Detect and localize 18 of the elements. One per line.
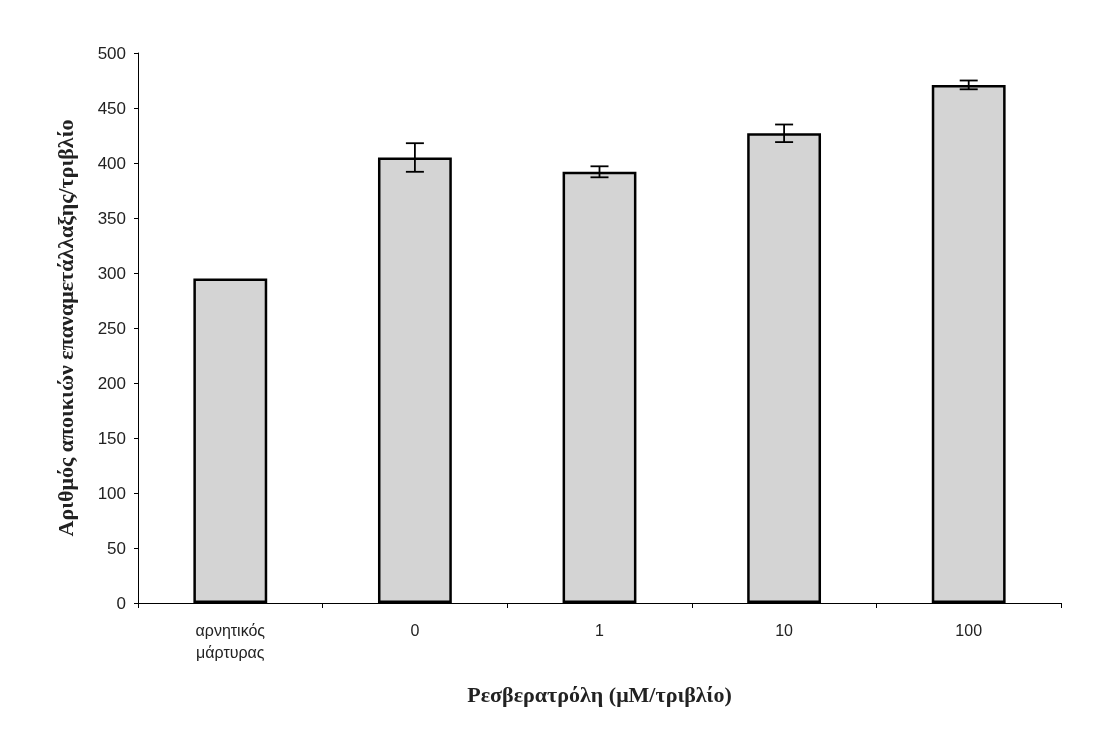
y-tick-label: 100 — [97, 483, 126, 503]
y-axis-title: Αριθμός αποικιών επαναμετάλλαξης/τριβλίο — [52, 119, 78, 537]
y-tick-label: 250 — [97, 318, 126, 338]
y-tick-label: 50 — [107, 538, 126, 558]
x-tick-label: 10 — [775, 621, 794, 639]
y-tick-label: 150 — [97, 428, 126, 448]
x-tick-label: 0 — [410, 621, 420, 639]
y-tick-label: 200 — [97, 373, 126, 393]
y-tick-label: 350 — [97, 208, 126, 228]
y-tick-label: 400 — [97, 153, 126, 173]
x-tick-label: αρνητικός μάρτυρας — [195, 621, 266, 661]
x-tick-label: 100 — [955, 621, 983, 639]
x-axis-title: Ρεσβερατρόλη (μM/τριβλίο) — [467, 681, 732, 707]
y-tick-label: 300 — [97, 263, 126, 283]
y-tick-label: 450 — [97, 98, 126, 118]
x-tick-label: 1 — [595, 621, 605, 639]
y-tick-label: 0 — [116, 593, 126, 613]
y-tick-label: 500 — [97, 43, 126, 63]
